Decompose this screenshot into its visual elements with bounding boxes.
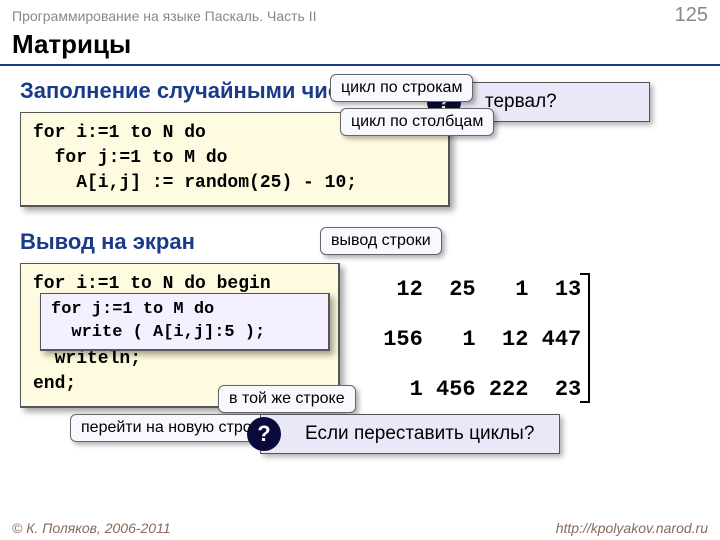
slide-content: Заполнение случайными числами for i:=1 t… [0, 66, 720, 416]
swap-loops-question: ? Если переставить циклы? [260, 414, 560, 454]
question-mark-icon-2: ? [247, 417, 281, 451]
callout-rows: цикл по строкам [330, 74, 473, 102]
page-number: 125 [675, 4, 708, 27]
interval-text: тервал? [485, 91, 557, 113]
code-output-inner: for j:=1 to M do write ( A[i,j]:5 ); [40, 293, 330, 352]
callout-output-row: вывод строки [320, 227, 442, 255]
course-label: Программирование на языке Паскаль. Часть… [12, 8, 316, 24]
slide-header: Программирование на языке Паскаль. Часть… [0, 0, 720, 27]
slide-title: Матрицы [0, 27, 720, 66]
copyright: © К. Поляков, 2006-2011 [12, 520, 171, 536]
slide-footer: © К. Поляков, 2006-2011 http://kpolyakov… [0, 516, 720, 540]
matrix-output: 12 25 1 13 156 1 12 447 1 456 222 23 [370, 277, 581, 402]
swap-loops-text: Если переставить циклы? [305, 423, 534, 445]
callout-same-line: в той же строке [218, 385, 356, 413]
footer-url: http://kpolyakov.narod.ru [556, 520, 708, 536]
matrix-bracket-icon [580, 273, 590, 403]
callout-cols: цикл по столбцам [340, 108, 494, 136]
